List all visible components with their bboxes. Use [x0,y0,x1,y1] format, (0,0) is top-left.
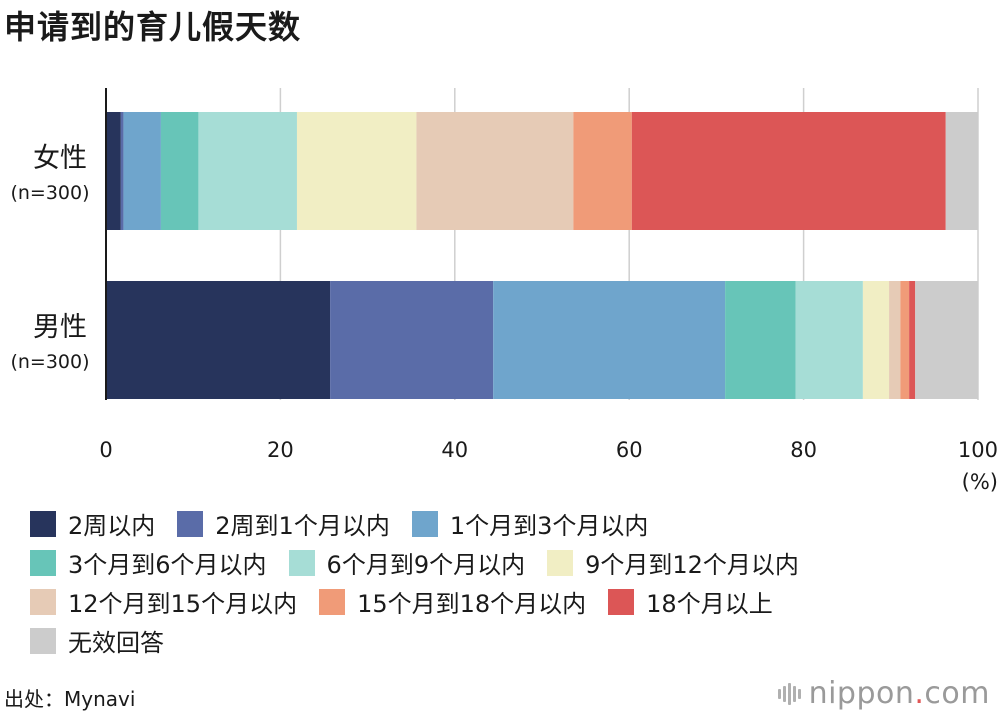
nippon-logo: nippon. com [777,676,990,711]
legend-label: 18个月以上 [646,590,773,618]
legend-item-15m-18m: 15个月到18个月以内 [319,584,586,619]
bar-segment [915,281,978,399]
bar-segment [330,281,494,399]
unit-label: (%) [962,470,998,494]
stacked-bar-chart: 女性 (n=300) 男性 (n=300) 0 20 40 60 80 100 (%) [10,88,998,494]
legend-row: 无效回答 [30,621,990,660]
legend-label: 12个月到15个月以内 [68,590,298,618]
legend-label: 无效回答 [68,629,164,657]
bar-segment [120,112,124,230]
legend-label: 2周到1个月以内 [215,512,390,540]
logo-mark-icon [777,682,803,705]
bar-segment [909,281,916,399]
legend-item-invalid: 无效回答 [30,623,164,658]
x-tick-label: 100 [958,438,998,462]
legend-swatch [177,510,204,537]
legend-swatch [30,510,56,537]
legend-label: 15个月到18个月以内 [357,590,587,618]
bar-segment [573,112,632,230]
category-sample-size: (n=300) [10,351,89,373]
legend-item-12m-15m: 12个月到15个月以内 [30,584,297,619]
logo-suffix: com [924,676,990,711]
bar-segment [106,281,331,399]
bar-segment [160,112,199,230]
legend: 2周以内 2周到1个月以内 1个月到3个月以内 3个月到6个月以内 6个月到9个… [30,504,990,660]
legend-row: 2周以内 2周到1个月以内 1个月到3个月以内 [30,504,990,543]
legend-swatch [547,549,574,576]
x-tick-label: 40 [441,438,468,462]
legend-label: 3个月到6个月以内 [68,551,267,579]
bar-segment [900,281,910,399]
legend-label: 6个月到9个月以内 [326,551,526,579]
bar-segment [725,281,796,399]
legend-row: 12个月到15个月以内 15个月到18个月以内 18个月以上 [30,582,990,621]
x-tick-label: 80 [790,438,817,462]
bar-segment [123,112,161,230]
bar-segment [106,112,121,230]
legend-label: 9个月到12个月以内 [585,551,799,579]
category-label: 男性 [33,312,87,343]
legend-item-2w: 2周以内 [30,506,155,541]
x-tick-label: 0 [99,438,112,462]
legend-label: 2周以内 [68,512,156,540]
bar-segment [493,281,726,399]
legend-item-3m-6m: 3个月到6个月以内 [30,545,267,580]
chart-title: 申请到的育儿假天数 [4,8,302,46]
legend-swatch [30,549,56,576]
legend-item-1m-3m: 1个月到3个月以内 [411,506,649,541]
legend-label: 1个月到3个月以内 [449,512,649,540]
legend-item-9m-12m: 9个月到12个月以内 [547,545,799,580]
bar-segment [296,112,417,230]
legend-swatch [608,588,635,615]
bar-segment [198,112,297,230]
legend-swatch [30,588,56,615]
logo-dot: . [914,676,925,711]
legend-swatch [288,549,315,576]
legend-swatch [30,627,56,654]
x-tick-label: 20 [267,438,294,462]
category-label: 女性 [33,143,87,174]
legend-row: 3个月到6个月以内 6个月到9个月以内 9个月到12个月以内 [30,543,990,582]
bar-segment [416,112,574,230]
legend-item-6m-9m: 6个月到9个月以内 [288,545,526,580]
logo-text: nippon [808,676,915,711]
category-sample-size: (n=300) [10,182,89,204]
bar-segment [795,281,863,399]
legend-swatch [319,588,346,615]
bar-segment [945,112,978,230]
legend-item-18m-plus: 18个月以上 [608,584,773,619]
bar-segment [889,281,901,399]
bar-segment [862,281,890,399]
legend-item-2w-1m: 2周到1个月以内 [177,506,390,541]
legend-swatch [411,510,438,537]
source-note: 出处：Mynavi [4,687,136,711]
x-tick-label: 60 [616,438,643,462]
bar-segment [631,112,946,230]
